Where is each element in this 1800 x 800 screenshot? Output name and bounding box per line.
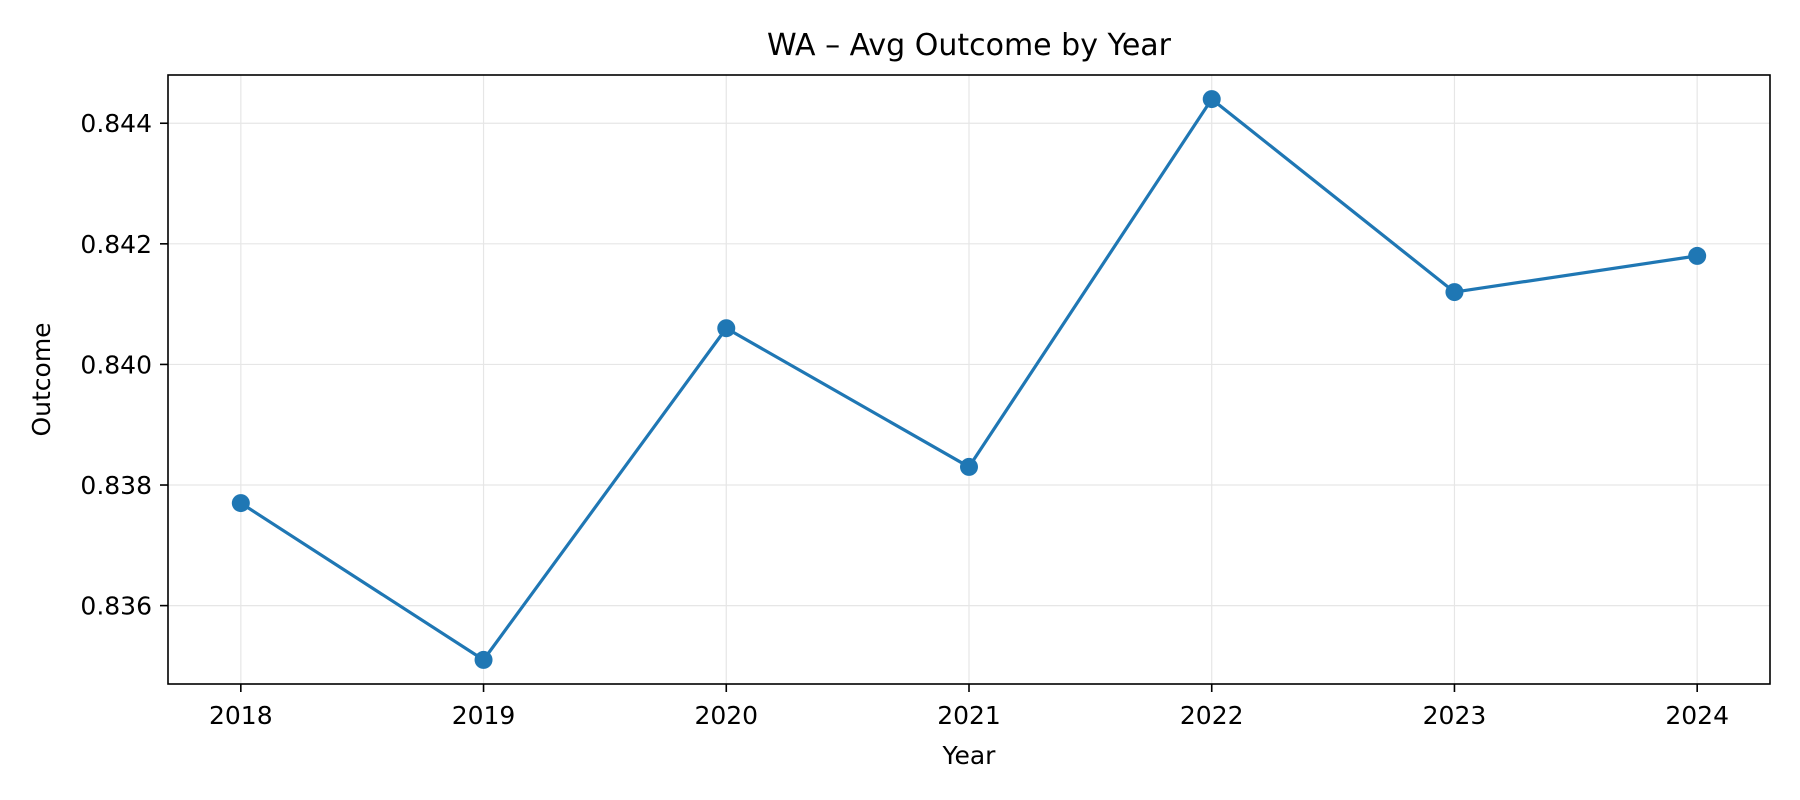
data-point <box>474 650 493 669</box>
x-tick-label: 2018 <box>209 701 273 730</box>
y-tick-label: 0.838 <box>80 471 152 500</box>
data-point <box>960 457 978 476</box>
y-tick-label: 0.840 <box>80 350 152 379</box>
x-tick-label: 2022 <box>1180 701 1244 730</box>
data-point <box>231 494 250 513</box>
y-tick-label: 0.844 <box>80 109 152 138</box>
grid <box>168 75 1770 684</box>
chart-title: WA – Avg Outcome by Year <box>767 28 1172 63</box>
x-tick-label: 2021 <box>937 701 1001 730</box>
y-axis: 0.836 0.838 0.840 0.842 0.844 <box>80 109 168 621</box>
x-axis: 2018 2019 2020 2021 2022 2023 2024 <box>209 684 1729 730</box>
data-point <box>717 319 736 338</box>
x-tick-label: 2023 <box>1423 701 1487 730</box>
x-axis-label: Year <box>942 741 997 770</box>
x-tick-label: 2019 <box>452 701 516 730</box>
x-tick-label: 2020 <box>694 701 758 730</box>
y-tick-label: 0.836 <box>80 592 152 621</box>
y-tick-label: 0.842 <box>80 230 152 259</box>
data-point <box>1445 283 1464 302</box>
y-axis-label: Outcome <box>27 322 56 436</box>
data-point <box>1688 246 1707 265</box>
series-layer <box>231 90 1707 669</box>
data-point <box>1202 90 1221 109</box>
x-tick-label: 2024 <box>1665 701 1729 730</box>
